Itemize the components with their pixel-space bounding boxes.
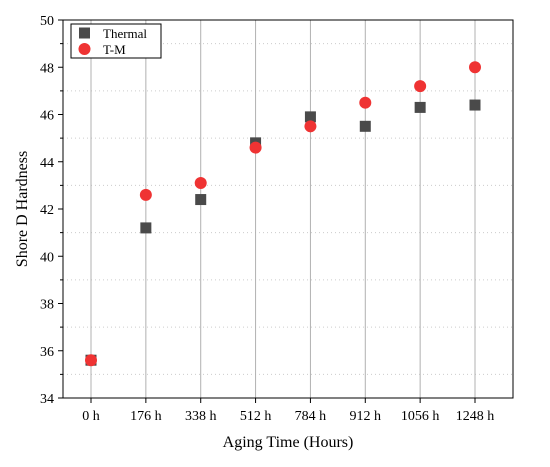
x-tick-label: 176 h: [130, 409, 162, 424]
y-tick-label: 36: [40, 345, 54, 360]
y-tick-label: 44: [40, 156, 54, 171]
x-axis-label: Aging Time (Hours): [223, 434, 354, 451]
thermal-data-point: [195, 194, 207, 206]
tm-data-point: [139, 188, 152, 201]
x-tick-label: 512 h: [240, 409, 272, 424]
y-tick-label: 48: [40, 61, 54, 76]
y-tick-label: 38: [40, 298, 54, 313]
plot-frame: [62, 19, 514, 399]
legend-label: Thermal: [103, 26, 147, 41]
axis-layer: 34 36 38 40 42 44 46 48 50 0 h 176 h 338 h 512 h 784 …: [40, 14, 494, 424]
tm-data-point: [194, 177, 207, 190]
x-tick-label: 0 h: [82, 409, 100, 424]
thermal-data-point: [359, 120, 371, 132]
tm-data-point: [414, 80, 427, 93]
thermal-data-point: [140, 222, 152, 234]
tm-data-point: [304, 120, 317, 133]
legend-square-marker: [79, 27, 90, 39]
x-tick-label: 1056 h: [401, 409, 440, 424]
legend-label: T-M: [103, 42, 126, 57]
legend-circle-marker: [78, 43, 91, 55]
series-layer: [85, 61, 481, 367]
tm-data-point: [249, 141, 262, 154]
thermal-data-point: [304, 111, 316, 123]
tm-data-point: [85, 354, 97, 367]
y-tick-label: 42: [40, 203, 54, 218]
thermal-data-point: [469, 99, 481, 111]
y-tick-label: 34: [40, 392, 54, 407]
y-tick-label: 46: [40, 109, 54, 124]
grid-layer: [63, 20, 513, 398]
x-tick-label: 912 h: [350, 409, 382, 424]
y-tick-label: 40: [40, 250, 54, 265]
x-tick-label: 784 h: [295, 409, 327, 424]
thermal-data-point: [414, 101, 426, 113]
y-tick-label: 50: [40, 14, 54, 29]
x-tick-label: 338 h: [185, 409, 217, 424]
tm-data-point: [469, 61, 481, 74]
tm-data-point: [359, 96, 372, 109]
x-tick-label: 1248 h: [456, 409, 495, 424]
y-axis-label: Shore D Hardness: [14, 151, 31, 267]
